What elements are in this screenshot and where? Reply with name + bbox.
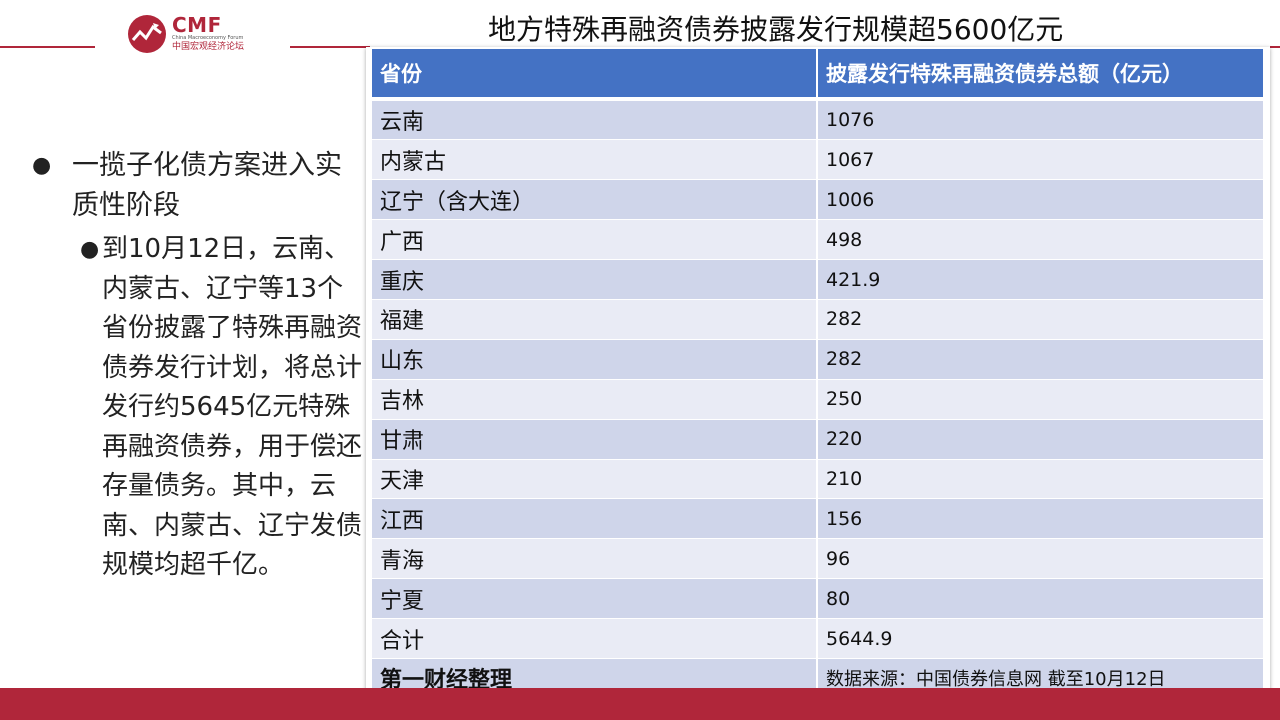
table-row: 宁夏 80: [372, 578, 1263, 620]
bullet-dot-icon: ●: [32, 153, 52, 178]
table-row: 江西 156: [372, 498, 1263, 540]
cell-amount: 156: [817, 498, 1263, 540]
table-row: 广西 498: [372, 219, 1263, 261]
table-row: 辽宁（含大连） 1006: [372, 179, 1263, 221]
cell-amount: 1006: [817, 179, 1263, 221]
cell-amount: 1067: [817, 139, 1263, 181]
cell-amount: 421.9: [817, 259, 1263, 300]
bullet-dot-icon: ●: [80, 237, 100, 262]
cell-amount: 498: [817, 219, 1263, 261]
cell-province: 广西: [372, 219, 818, 261]
cell-province: 云南: [372, 100, 818, 141]
cell-province: 吉林: [372, 379, 818, 420]
cell-province: 福建: [372, 299, 818, 340]
cell-amount: 96: [817, 538, 1263, 580]
header-amount: 披露发行特殊再融资债券总额（亿元）: [817, 49, 1263, 97]
table-row: 内蒙古 1067: [372, 139, 1263, 181]
cell-province: 宁夏: [372, 578, 818, 620]
header-province: 省份: [372, 49, 818, 97]
cell-province: 甘肃: [372, 419, 818, 460]
cell-province: 合计: [372, 618, 818, 659]
table-row: 山东 282: [372, 339, 1263, 380]
cell-province: 青海: [372, 538, 818, 580]
table-row: 青海 96: [372, 538, 1263, 580]
table-row: 合计 5644.9: [372, 618, 1263, 659]
slide-title: 地方特殊再融资债券披露发行规模超5600亿元: [488, 13, 1064, 46]
bond-table: 省份 披露发行特殊再融资债券总额（亿元） 云南 1076 内蒙古 1067 辽宁（含大连…: [372, 49, 1263, 699]
cell-province: 江西: [372, 498, 818, 540]
logo-title: CMF: [172, 13, 222, 37]
cell-amount: 5644.9: [817, 618, 1263, 659]
cell-province: 内蒙古: [372, 139, 818, 181]
table-row: 甘肃 220: [372, 419, 1263, 460]
table-row: 重庆 421.9: [372, 259, 1263, 300]
cell-amount: 210: [817, 459, 1263, 500]
cell-province: 辽宁（含大连）: [372, 179, 818, 221]
cell-province: 天津: [372, 459, 818, 500]
bullet-main-text: 一揽子化债方案进入实质性阶段: [72, 150, 342, 221]
cell-amount: 282: [817, 299, 1263, 340]
cell-amount: 1076: [817, 100, 1263, 141]
header-rule-left: [0, 46, 95, 48]
table-header-row: 省份 披露发行特殊再融资债券总额（亿元）: [372, 49, 1263, 97]
logo-subtitle: China Macroeconomy Forum: [172, 35, 244, 41]
table-row: 吉林 250: [372, 379, 1263, 420]
header-rule-right: [1270, 46, 1280, 48]
header-rule-middle: [290, 46, 370, 48]
bullet-list: ● 一揽子化债方案进入实质性阶段 ● 到10月12日，云南、内蒙古、辽宁等13个…: [28, 146, 363, 586]
cmf-logo-icon: [128, 15, 166, 53]
bullet-sub: ● 到10月12日，云南、内蒙古、辽宁等13个省份披露了特殊再融资债券发行计划，…: [80, 230, 363, 586]
bullet-main: ● 一揽子化债方案进入实质性阶段: [28, 146, 363, 226]
cell-province: 重庆: [372, 259, 818, 300]
footer-band: [0, 688, 1280, 720]
bullet-sub-text: 到10月12日，云南、内蒙古、辽宁等13个省份披露了特殊再融资债券发行计划，将总…: [102, 234, 363, 580]
cmf-logo: CMF China Macroeconomy Forum 中国宏观经济论坛: [126, 13, 244, 55]
cell-amount: 80: [817, 578, 1263, 620]
cell-amount: 282: [817, 339, 1263, 380]
logo-chinese-name: 中国宏观经济论坛: [172, 42, 245, 52]
table-row: 福建 282: [372, 299, 1263, 340]
cell-province: 山东: [372, 339, 818, 380]
cell-amount: 250: [817, 379, 1263, 420]
cell-amount: 220: [817, 419, 1263, 460]
bond-table-panel: 省份 披露发行特殊再融资债券总额（亿元） 云南 1076 内蒙古 1067 辽宁（含大连…: [366, 47, 1270, 706]
table-row: 云南 1076: [372, 100, 1263, 141]
table-row: 天津 210: [372, 459, 1263, 500]
